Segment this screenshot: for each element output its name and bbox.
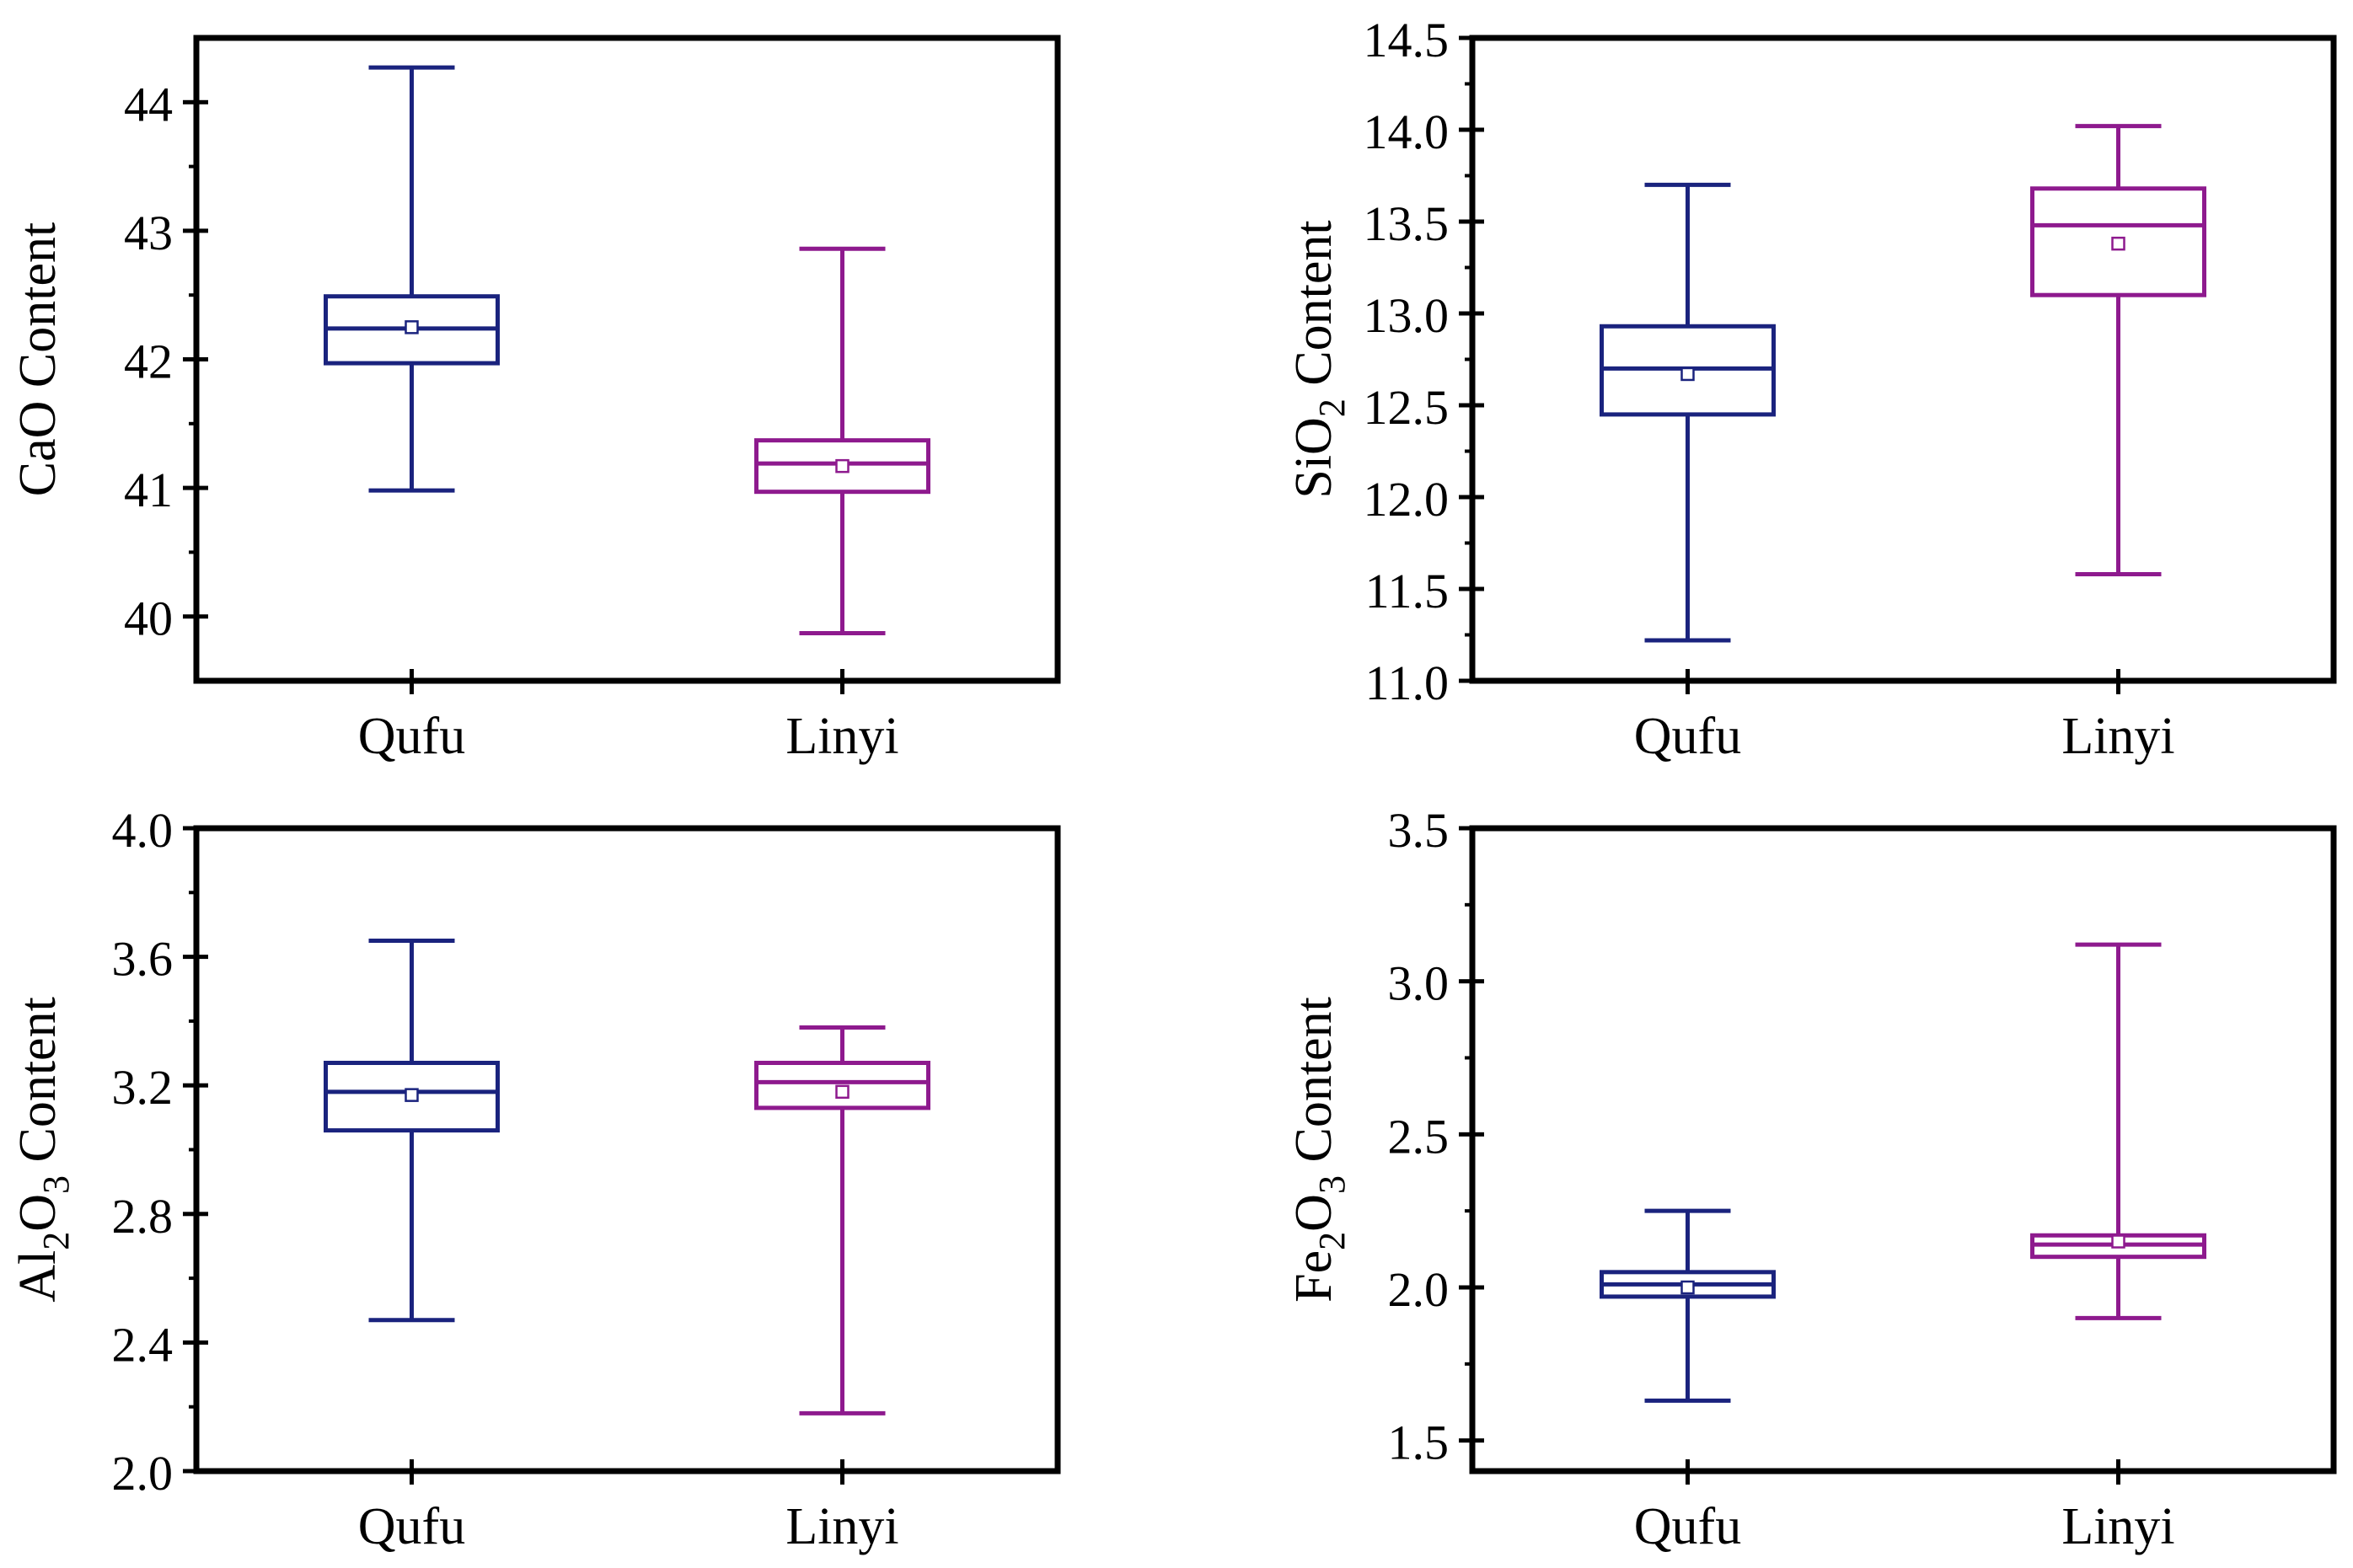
y-axis-label-part: SiO: [1285, 417, 1343, 498]
box-qufu: [1600, 1208, 1776, 1403]
y-tick-label: 3.5: [1388, 803, 1450, 858]
iqr-box: [324, 1060, 500, 1133]
iqr-box: [2030, 186, 2206, 297]
y-tick-label: 2.4: [112, 1317, 174, 1372]
plot-frame: [193, 825, 1061, 1474]
y-tick-label: 11.0: [1365, 656, 1449, 710]
y-axis-label-subscript: 2: [1311, 399, 1353, 417]
y-axis-label-subscript: 3: [35, 1175, 77, 1194]
y-tick-label: 2.5: [1388, 1109, 1450, 1164]
y-tick-label: 2.0: [112, 1446, 174, 1501]
y-axis-label-part: O: [1285, 1194, 1343, 1232]
iqr-box: [754, 1060, 930, 1110]
mean-marker: [835, 1084, 850, 1100]
x-tick-label: Linyi: [2061, 708, 2174, 765]
y-axis-label-part: Al: [9, 1250, 67, 1303]
box-qufu: [324, 65, 500, 493]
box-qufu: [1600, 182, 1776, 643]
y-tick-label: 1.5: [1388, 1415, 1450, 1470]
y-tick-label: 44: [124, 77, 173, 131]
y-tick-label: 3.0: [1388, 956, 1450, 1011]
y-tick-label: 40: [124, 591, 173, 646]
chart-panel: 1.5 2.0 2.5 3.0 3.5 Fe2O3 Content Qufu Linyi: [1285, 803, 2337, 1555]
y-tick-label: 2.8: [112, 1189, 174, 1244]
y-tick-label: 13.0: [1364, 288, 1450, 343]
y-axis-label-part: Content: [1285, 997, 1343, 1175]
x-tick-label: Linyi: [785, 708, 898, 765]
y-tick-label: 12.0: [1364, 472, 1450, 527]
y-axis-label: SiO2 Content: [1285, 220, 1353, 498]
y-axis-label-part: Fe: [1285, 1250, 1343, 1303]
chart-panel: 11.0 11.5 12.0 12.5 13.0 13.5 14.0 14.5 SiO2 Con…: [1285, 13, 2337, 765]
mean-marker: [2111, 1234, 2125, 1249]
box-linyi: [754, 246, 930, 636]
box-linyi: [2030, 942, 2206, 1320]
y-axis-label-part: O: [9, 1194, 67, 1232]
y-tick-label: 2.0: [1388, 1262, 1450, 1317]
y-axis-label: CaO Content: [9, 222, 67, 496]
y-axis-label-subscript: 3: [1311, 1175, 1353, 1194]
y-axis-label-part: Content: [9, 997, 67, 1175]
mean-marker: [1680, 1280, 1695, 1295]
y-tick-label: 3.6: [112, 932, 174, 987]
chart-panel: 40 41 42 43 44 CaO Content Qufu Linyi: [9, 35, 1061, 765]
y-tick-label: 14.0: [1364, 104, 1450, 159]
mean-marker: [405, 320, 419, 334]
y-tick-label: 43: [124, 206, 173, 260]
y-axis-label-subscript: 2: [1311, 1232, 1353, 1250]
y-tick-label: 13.5: [1364, 196, 1450, 251]
y-tick-label: 3.2: [112, 1060, 174, 1115]
x-tick-label: Qufu: [358, 708, 465, 765]
y-tick-label: 11.5: [1365, 564, 1449, 618]
y-tick-label: 14.5: [1364, 13, 1450, 67]
x-tick-label: Qufu: [1634, 1498, 1741, 1555]
y-axis-label-part: CaO: [9, 401, 67, 497]
y-axis-label: Al2O3 Content: [9, 997, 77, 1303]
y-tick-label: 12.5: [1364, 380, 1450, 435]
x-tick-label: Linyi: [2061, 1498, 2174, 1555]
plot-frame: [1469, 825, 2337, 1474]
box-linyi: [754, 1025, 930, 1415]
x-tick-label: Qufu: [358, 1498, 465, 1555]
mean-marker: [2111, 236, 2125, 251]
chart-panel: 2.0 2.4 2.8 3.2 3.6 4.0 Al2O3 Content Qufu Linyi: [9, 803, 1061, 1555]
mean-marker: [1680, 367, 1695, 382]
x-tick-label: Linyi: [785, 1498, 898, 1555]
x-tick-label: Qufu: [1634, 708, 1741, 765]
y-tick-label: 41: [124, 463, 173, 517]
y-tick-label: 4.0: [112, 803, 174, 858]
y-axis-label-part: Content: [1285, 220, 1343, 399]
y-axis-label-part: Content: [9, 222, 67, 401]
mean-marker: [405, 1088, 419, 1102]
iqr-box: [754, 438, 930, 495]
mean-marker: [835, 458, 850, 474]
y-axis-label: Fe2O3 Content: [1285, 997, 1353, 1303]
y-axis-label-subscript: 2: [35, 1232, 77, 1250]
box-qufu: [324, 939, 500, 1323]
y-tick-label: 42: [124, 334, 173, 389]
box-linyi: [2030, 124, 2206, 577]
